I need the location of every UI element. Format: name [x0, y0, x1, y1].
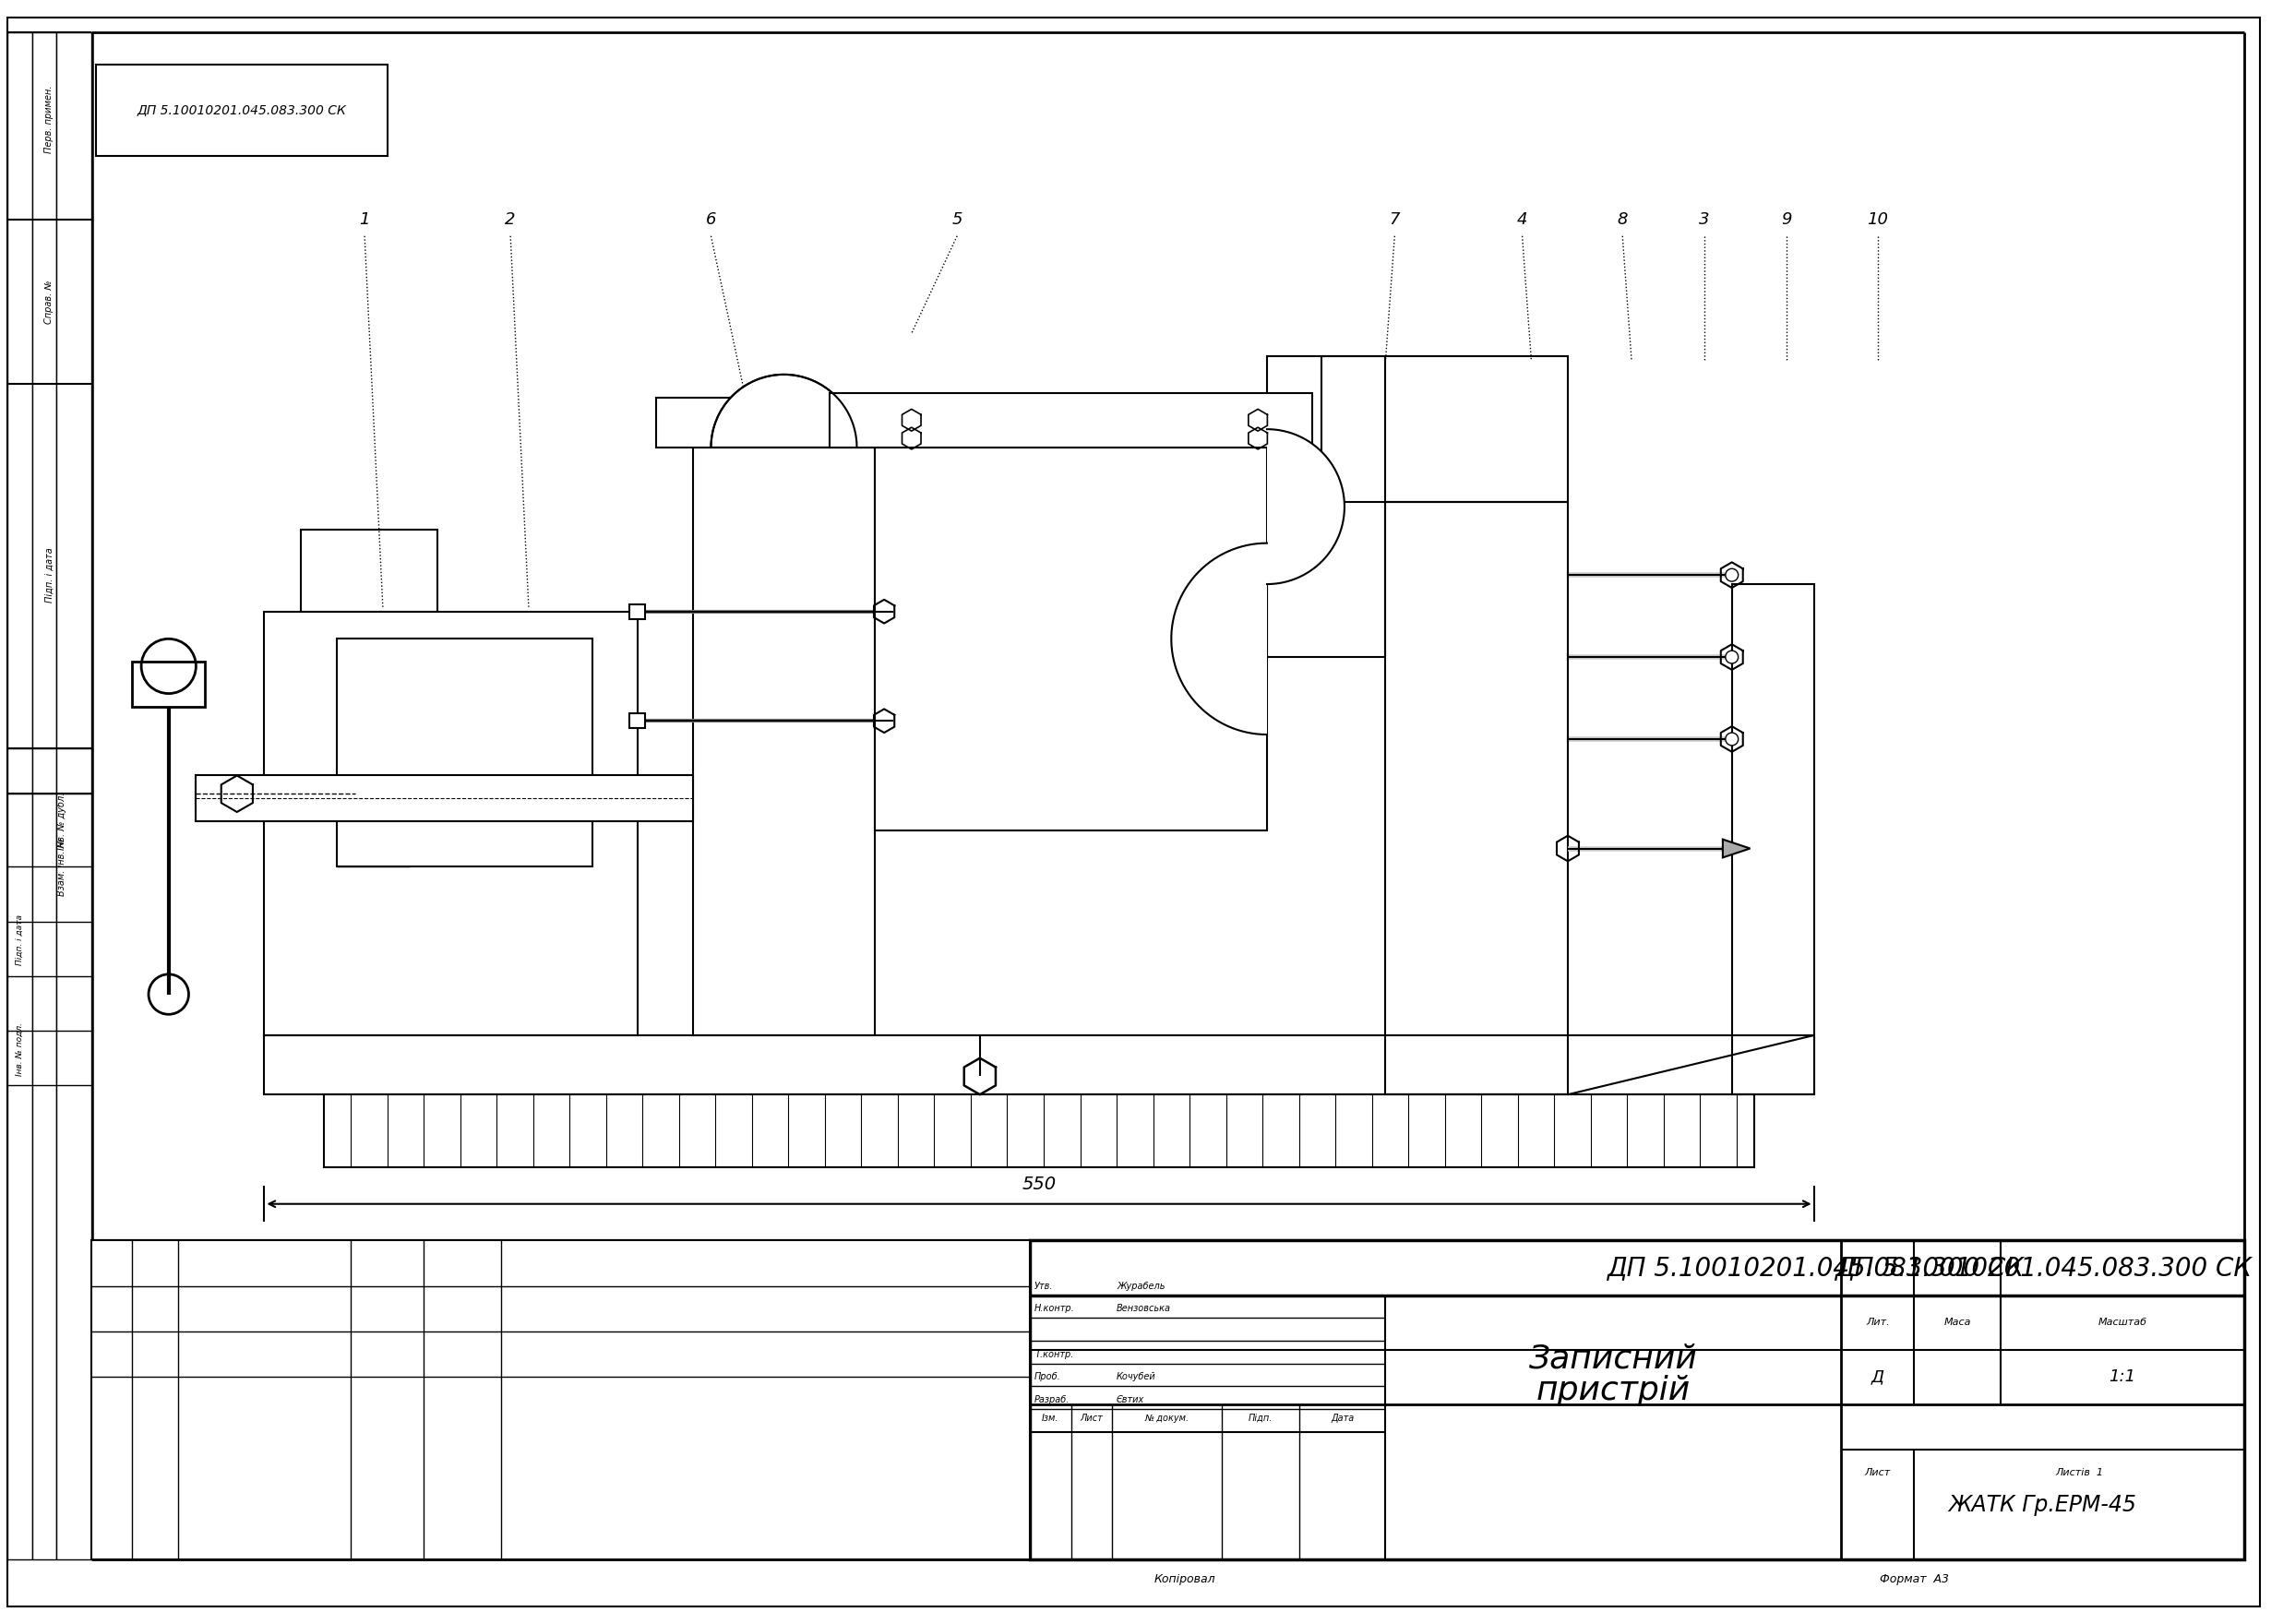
Text: Проб.: Проб.: [1035, 1372, 1060, 1382]
Text: Кочубей: Кочубей: [1118, 1372, 1157, 1382]
Text: Маса: Маса: [1944, 1317, 1971, 1327]
Bar: [301, 529, 438, 612]
Bar: [629, 713, 645, 728]
Bar: [96, 65, 388, 156]
Wedge shape: [1267, 429, 1345, 585]
Bar: [656, 398, 911, 448]
Bar: [32, 32, 57, 1559]
Bar: [57, 32, 92, 1559]
Bar: [337, 638, 592, 867]
Text: 1: 1: [360, 211, 369, 227]
Text: Підп. і дата: Підп. і дата: [44, 547, 53, 603]
Bar: [301, 529, 438, 612]
Text: Євтих: Євтих: [1118, 1395, 1145, 1405]
Text: 6: 6: [705, 211, 716, 227]
Bar: [264, 1036, 1813, 1095]
Text: 4: 4: [1517, 211, 1528, 227]
Bar: [264, 612, 638, 1036]
Text: Вензовська: Вензовська: [1118, 1304, 1170, 1314]
Polygon shape: [1724, 840, 1751, 857]
Bar: [693, 448, 874, 1036]
Text: Ізм.: Ізм.: [1042, 1413, 1058, 1423]
Text: Т.контр.: Т.контр.: [1035, 1350, 1074, 1359]
Text: 5: 5: [952, 211, 962, 227]
Text: ДП 5.10010201.045.083.300 СК: ДП 5.10010201.045.083.300 СК: [1834, 1255, 2251, 1281]
Text: Лист: Лист: [1081, 1413, 1104, 1423]
Bar: [1322, 356, 1567, 502]
Wedge shape: [711, 375, 856, 448]
Bar: [629, 604, 645, 619]
Bar: [195, 783, 356, 806]
Bar: [92, 1241, 1030, 1559]
Text: 10: 10: [1868, 211, 1889, 227]
Bar: [7, 32, 32, 1559]
Bar: [264, 1036, 1813, 1095]
Bar: [874, 448, 1267, 830]
Circle shape: [1726, 568, 1737, 581]
Text: Записний: Записний: [1528, 1343, 1698, 1374]
Bar: [337, 638, 592, 867]
Text: Інв. № подл.: Інв. № подл.: [16, 1021, 23, 1075]
Bar: [264, 612, 638, 1036]
Text: Копіровал: Копіровал: [1154, 1574, 1216, 1585]
Text: Масштаб: Масштаб: [2098, 1317, 2146, 1327]
Text: Справ. №: Справ. №: [44, 279, 53, 323]
Text: Лит.: Лит.: [1866, 1317, 1889, 1327]
Bar: [195, 776, 693, 822]
Text: Листів  1: Листів 1: [2054, 1468, 2102, 1478]
Circle shape: [1726, 651, 1737, 664]
Text: Утв.: Утв.: [1035, 1281, 1053, 1291]
Text: Д: Д: [1870, 1369, 1884, 1385]
Text: Лист: Лист: [1864, 1468, 1891, 1478]
Text: Разраб.: Разраб.: [1035, 1395, 1069, 1405]
Text: Інв. № дубл.: Інв. № дубл.: [57, 793, 67, 849]
Text: 550: 550: [1021, 1176, 1056, 1192]
Text: 3: 3: [1698, 211, 1710, 227]
Text: Журабель: Журабель: [1118, 1281, 1166, 1291]
Bar: [656, 398, 911, 448]
Text: ДП 5.10010201.045.083.300 СК: ДП 5.10010201.045.083.300 СК: [1606, 1255, 2024, 1281]
Bar: [1733, 585, 1813, 1095]
Bar: [1267, 356, 1386, 658]
Bar: [1733, 585, 1813, 1095]
Text: 2: 2: [505, 211, 516, 227]
Bar: [324, 1095, 1756, 1168]
Text: 7: 7: [1388, 211, 1400, 227]
Wedge shape: [1170, 542, 1267, 734]
Text: 9: 9: [1781, 211, 1792, 227]
Text: Перв. примен.: Перв. примен.: [44, 86, 53, 153]
Text: 8: 8: [1618, 211, 1627, 227]
Text: пристрій: пристрій: [1535, 1376, 1691, 1406]
Bar: [133, 661, 204, 706]
Text: № докум.: № докум.: [1145, 1413, 1189, 1423]
Text: Дата: Дата: [1331, 1413, 1354, 1423]
Text: Взам. інв. №: Взам. інв. №: [57, 838, 67, 896]
Text: Підп. і дата: Підп. і дата: [16, 914, 23, 965]
Text: Підп.: Підп.: [1248, 1413, 1271, 1423]
Text: Н.контр.: Н.контр.: [1035, 1304, 1074, 1314]
Bar: [1386, 502, 1567, 1095]
Bar: [1030, 1241, 2245, 1559]
Bar: [1267, 356, 1386, 658]
Circle shape: [1726, 732, 1737, 745]
Bar: [142, 666, 195, 698]
Text: ДП 5.10010201.045.083.300 СК: ДП 5.10010201.045.083.300 СК: [138, 104, 347, 117]
Bar: [828, 393, 1313, 448]
Text: 1:1: 1:1: [2109, 1369, 2137, 1385]
Bar: [693, 448, 874, 1036]
Bar: [1322, 356, 1567, 502]
Text: Формат  А3: Формат А3: [1880, 1574, 1948, 1585]
Bar: [324, 1095, 1756, 1168]
Text: ЖАТК Гр.ЕРМ-45: ЖАТК Гр.ЕРМ-45: [1948, 1494, 2137, 1515]
Bar: [1386, 502, 1567, 1095]
Bar: [337, 638, 411, 867]
